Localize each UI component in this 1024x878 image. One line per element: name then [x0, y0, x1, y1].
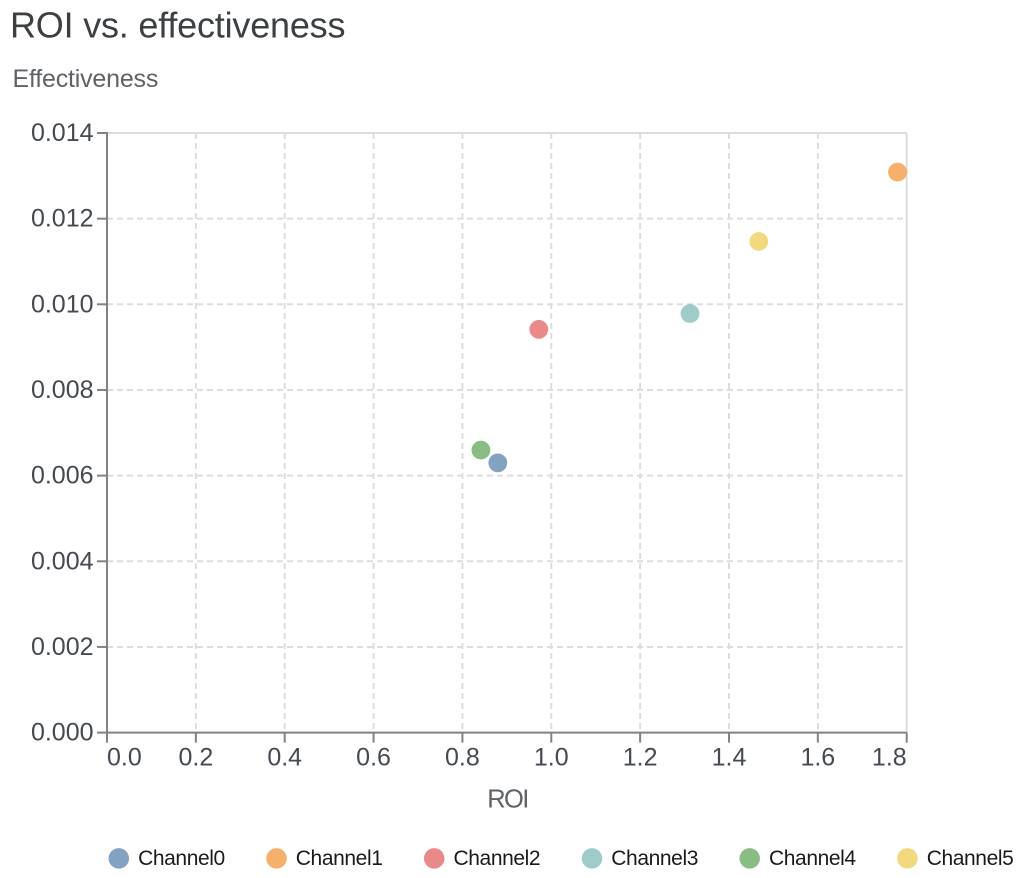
svg-text:0.008: 0.008 [31, 376, 94, 404]
svg-text:0.002: 0.002 [31, 633, 94, 661]
svg-text:1.4: 1.4 [712, 743, 747, 771]
svg-text:0.004: 0.004 [31, 547, 94, 575]
svg-text:0.0: 0.0 [107, 743, 142, 771]
svg-text:0.8: 0.8 [445, 743, 480, 771]
svg-text:1.0: 1.0 [534, 743, 569, 771]
svg-text:Channel1: Channel1 [296, 847, 383, 870]
svg-text:Channel5: Channel5 [927, 847, 1014, 870]
svg-text:Channel3: Channel3 [611, 847, 698, 870]
svg-text:0.2: 0.2 [178, 743, 213, 771]
svg-text:Channel2: Channel2 [454, 847, 541, 870]
svg-text:Effectiveness: Effectiveness [13, 65, 159, 93]
svg-text:1.2: 1.2 [623, 743, 658, 771]
svg-text:Channel0: Channel0 [138, 847, 225, 870]
svg-text:1.8: 1.8 [872, 743, 907, 771]
svg-text:ROI: ROI [487, 786, 528, 814]
svg-text:Channel4: Channel4 [769, 847, 856, 870]
svg-text:0.6: 0.6 [356, 743, 391, 771]
svg-text:0.014: 0.014 [31, 119, 94, 147]
svg-text:1.6: 1.6 [800, 743, 835, 771]
svg-text:0.000: 0.000 [31, 719, 94, 747]
svg-text:0.4: 0.4 [267, 743, 302, 771]
svg-text:0.010: 0.010 [31, 290, 94, 318]
svg-text:ROI vs. effectiveness: ROI vs. effectiveness [10, 5, 345, 46]
svg-text:0.012: 0.012 [31, 205, 94, 233]
svg-text:0.006: 0.006 [31, 462, 94, 490]
